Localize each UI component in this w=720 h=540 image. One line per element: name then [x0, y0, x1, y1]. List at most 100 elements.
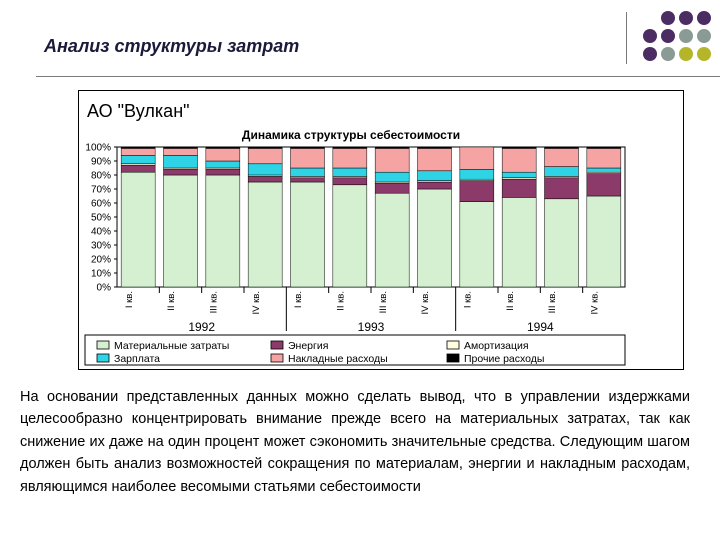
bar-segment [120, 148, 156, 156]
bar-segment [205, 148, 241, 162]
bar-segment [586, 195, 622, 288]
bar-segment [247, 148, 283, 165]
legend-swatch [270, 353, 284, 363]
legend-swatch [446, 353, 460, 363]
x-category-label: II кв. [166, 291, 177, 311]
bar-segment [544, 166, 579, 177]
bar-segment [501, 178, 537, 198]
x-category-label: III кв. [208, 291, 219, 313]
x-category-label: IV кв. [251, 291, 262, 314]
chart-title: Динамика структуры себестоимости [242, 128, 460, 142]
x-group-label: 1992 [188, 320, 215, 334]
y-tick-label: 30% [91, 241, 111, 252]
bar-segment [544, 177, 579, 200]
bar-segment [120, 164, 156, 173]
title-divider [36, 76, 720, 77]
conclusion-paragraph: На основании представленных данных можно… [20, 389, 690, 495]
bar-segment [205, 174, 241, 288]
cost-structure-chart: АО "Вулкан" Динамика структуры себестоимо… [84, 101, 626, 366]
decor-dot [661, 29, 675, 43]
y-tick-label: 10% [91, 269, 111, 280]
decor-dot [643, 29, 657, 43]
header-vertical-divider [626, 12, 627, 64]
bar-segment [501, 197, 537, 288]
decor-dot [661, 11, 675, 25]
bar-segment [120, 146, 156, 149]
decor-dot [679, 29, 693, 43]
bar-segment [544, 198, 579, 288]
legend-label: Материальные затраты [114, 340, 229, 352]
bar-segment [247, 146, 283, 149]
bar-segment [459, 169, 495, 180]
bar-segment [290, 148, 325, 169]
bar-segment [163, 174, 198, 288]
x-category-label: IV кв. [420, 291, 431, 314]
y-tick-label: 40% [91, 227, 111, 238]
decor-dot [697, 11, 711, 25]
legend-label: Энергия [288, 340, 328, 352]
bar-segment [374, 146, 410, 149]
legend-label: Прочие расходы [464, 353, 544, 365]
x-category-label: II кв. [335, 291, 346, 311]
bar-segment [586, 146, 622, 149]
bar-segment [332, 184, 368, 288]
y-tick-label: 90% [91, 157, 111, 168]
bar-segment [417, 146, 452, 149]
bar-segment [120, 155, 156, 165]
bar-segment [417, 170, 452, 181]
bar-segment [247, 176, 283, 183]
x-category-label: I кв. [124, 291, 135, 308]
x-category-label: I кв. [462, 291, 473, 308]
bar-segment [163, 155, 198, 169]
x-category-label: II кв. [505, 291, 516, 311]
decorative-dot-grid [643, 11, 711, 61]
y-tick-label: 80% [91, 171, 111, 182]
bar-segment [205, 169, 241, 176]
bar-segment [163, 146, 198, 149]
legend-swatch [96, 340, 110, 350]
x-category-label: III кв. [547, 291, 558, 313]
slide-title: Анализ структуры затрат [44, 36, 300, 56]
bar-segment [290, 181, 325, 288]
bar-segment [332, 177, 368, 186]
legend-label: Амортизация [464, 340, 529, 352]
x-group-label: 1994 [527, 320, 554, 334]
bar-segment [501, 171, 537, 179]
chart-company-label: АО "Вулкан" [87, 101, 190, 121]
bar-segment [247, 181, 283, 288]
legend-label: Накладные расходы [288, 353, 388, 365]
bar-segment [290, 167, 325, 177]
bar-segment [290, 146, 325, 149]
bar-segment [374, 183, 410, 194]
bar-segment [586, 167, 622, 173]
bar-segment [501, 146, 537, 149]
bar-segment [417, 148, 452, 172]
bar-segment [332, 146, 368, 149]
y-tick-label: 60% [91, 199, 111, 210]
bar-segment [205, 146, 241, 149]
bar-segment [417, 181, 452, 190]
legend-swatch [446, 340, 460, 350]
x-group-label: 1993 [358, 320, 385, 334]
y-tick-label: 20% [91, 255, 111, 266]
bar-segment [163, 148, 198, 156]
bar-segment [374, 148, 410, 173]
legend-box [84, 334, 626, 366]
bar-segment [459, 180, 495, 202]
bar-segment [247, 163, 283, 176]
legend-swatch [270, 340, 284, 350]
bar-segment [120, 171, 156, 288]
bar-segment [459, 146, 495, 170]
legend-swatch [96, 353, 110, 363]
bar-segment [586, 148, 622, 169]
bar-segment [544, 148, 579, 167]
decor-dot [679, 47, 693, 61]
bar-segment [374, 192, 410, 288]
bar-segment [586, 173, 622, 197]
bar-segment [501, 148, 537, 173]
chart-frame: АО "Вулкан" Динамика структуры себестоимо… [78, 90, 684, 370]
bar-segment [544, 146, 579, 149]
y-tick-label: 0% [97, 283, 112, 294]
decor-dot [661, 47, 675, 61]
bar-segment [163, 169, 198, 176]
